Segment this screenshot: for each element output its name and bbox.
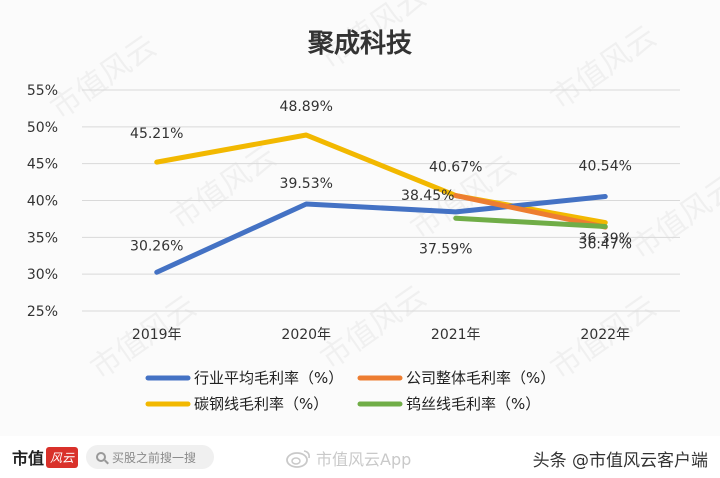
series-line bbox=[154, 194, 608, 275]
weibo-text: 市值风云App bbox=[316, 450, 412, 469]
search-input[interactable]: 买股之前搜一搜 bbox=[86, 445, 215, 469]
legend: 行业平均毛利率（%） 公司整体毛利率（%） 碳钢线毛利率（%） 钨丝线毛利率（%） bbox=[145, 369, 555, 413]
search-icon bbox=[96, 452, 107, 462]
legend-label: 行业平均毛利率（%） bbox=[194, 369, 343, 387]
data-label: 36.39% bbox=[579, 231, 632, 247]
data-label: 36.47% bbox=[579, 237, 632, 253]
data-label: 37.59% bbox=[419, 241, 472, 257]
chart-card: 市值风云 市值风云 市值风云 市值风云 市值风云 市值风云 市值风云 市值风云 市值风云 聚成科… bbox=[0, 19, 720, 437]
y-axis-ticks: 55% 50% 45% 40% 35% 30% 25% bbox=[27, 83, 58, 320]
y-tick-label: 50% bbox=[27, 120, 58, 136]
series-lines bbox=[154, 132, 608, 275]
data-label: 40.67% bbox=[429, 160, 482, 176]
toutiao-attribution: 头条 @市值风云客户端 bbox=[532, 451, 708, 471]
data-label: 39.53% bbox=[280, 176, 333, 192]
footer-bar: 市值 风云 买股之前搜一搜 bbox=[0, 436, 720, 478]
chart-title: 聚成科技 bbox=[307, 29, 412, 59]
watermark-text: 市值风云 bbox=[545, 19, 663, 116]
y-tick-label: 40% bbox=[27, 194, 58, 210]
search-placeholder: 买股之前搜一搜 bbox=[112, 450, 197, 465]
brand-logo-text: 市值 bbox=[12, 449, 45, 468]
data-label: 30.26% bbox=[130, 238, 183, 254]
y-tick-label: 30% bbox=[27, 267, 58, 283]
y-tick-label: 35% bbox=[27, 230, 58, 246]
data-label: 38.45% bbox=[401, 188, 454, 204]
weibo-icon bbox=[286, 450, 310, 468]
legend-label: 碳钢线毛利率（%） bbox=[194, 395, 328, 413]
weibo-watermark: 市值风云App bbox=[286, 446, 411, 470]
watermark-text: 市值风云 bbox=[625, 169, 720, 266]
data-label: 48.89% bbox=[280, 99, 333, 115]
y-tick-label: 25% bbox=[27, 304, 58, 320]
watermark-text: 市值风云 bbox=[315, 279, 433, 376]
data-label: 45.21% bbox=[130, 126, 183, 142]
x-axis-ticks: 2019年 2020年 2021年 2022年 bbox=[132, 327, 630, 343]
data-labels: 30.26% 39.53% 38.45% 40.54% 40.67% 36.39% 45.2… bbox=[130, 99, 632, 257]
watermark-text: 市值风云 bbox=[45, 29, 163, 126]
y-tick-label: 55% bbox=[27, 83, 58, 99]
data-label: 40.54% bbox=[579, 159, 632, 175]
brand-logo-mark: 风云 bbox=[46, 446, 79, 468]
brand-logo[interactable]: 市值 风云 bbox=[12, 445, 79, 469]
series-line bbox=[453, 215, 608, 230]
series-line bbox=[453, 193, 608, 230]
x-tick-label: 2019年 bbox=[132, 327, 182, 343]
legend-label: 钨丝线毛利率（%） bbox=[406, 395, 540, 413]
x-tick-label: 2021年 bbox=[431, 327, 481, 343]
x-tick-label: 2022年 bbox=[580, 327, 630, 343]
x-tick-label: 2020年 bbox=[281, 327, 331, 343]
y-tick-label: 45% bbox=[27, 157, 58, 173]
legend-label: 公司整体毛利率（%） bbox=[406, 369, 555, 387]
